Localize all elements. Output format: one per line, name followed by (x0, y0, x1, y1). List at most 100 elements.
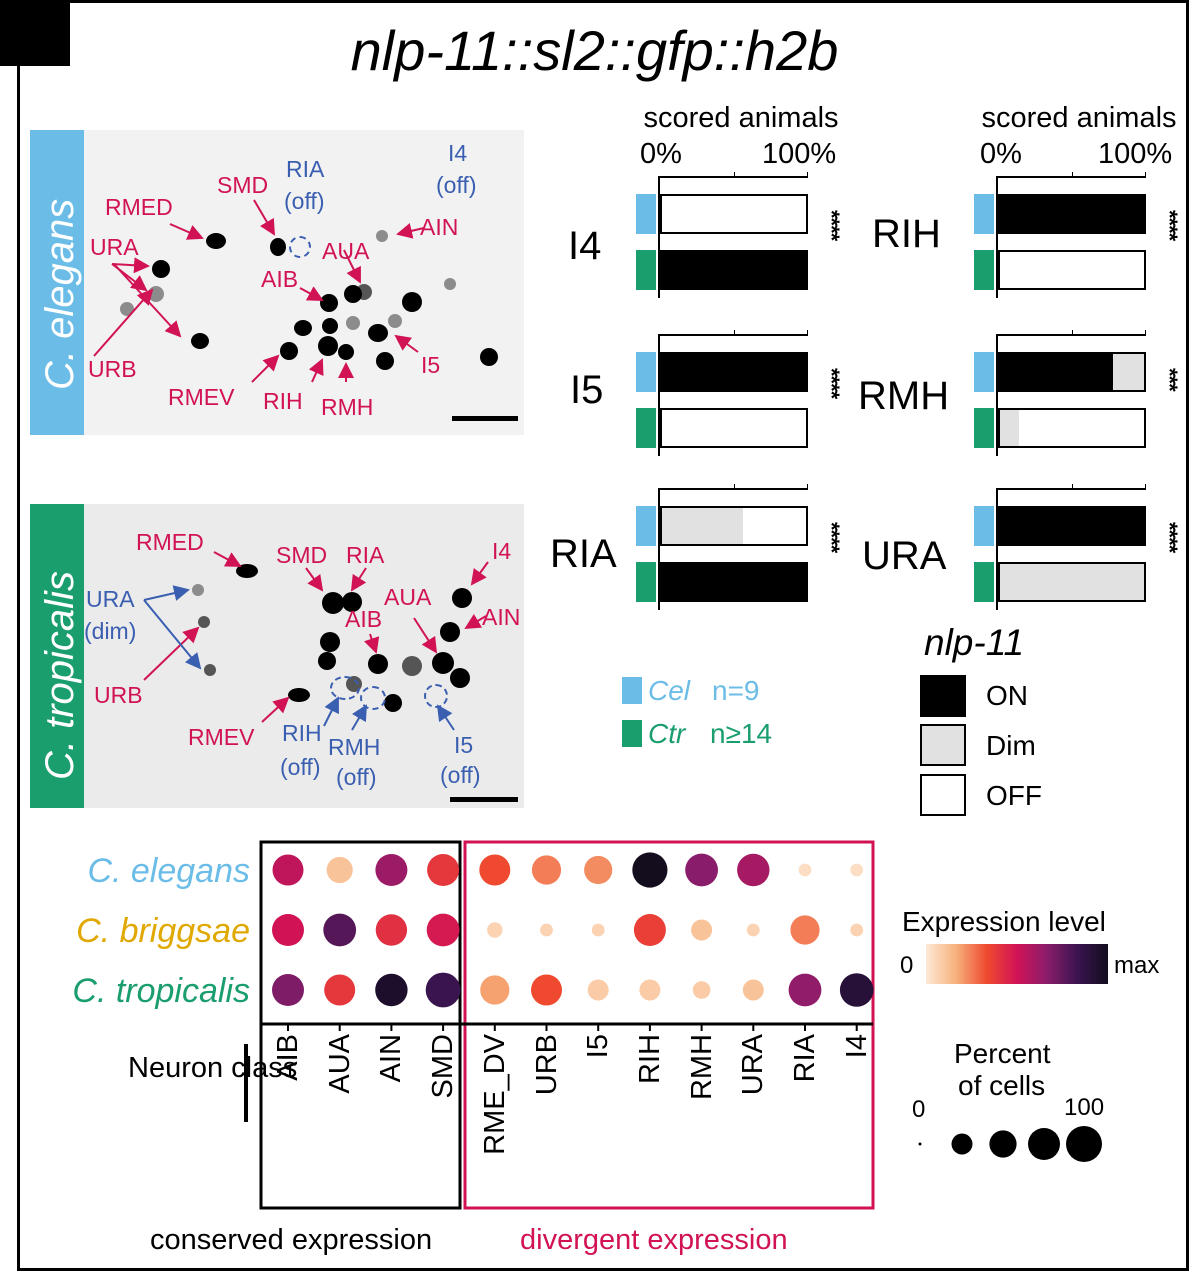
tropicalis-micrograph (84, 504, 524, 808)
rmh-off-ring (360, 686, 386, 710)
tick (1072, 172, 1073, 178)
cel-bar-outline (998, 194, 1146, 234)
dot-rmh-1 (685, 853, 718, 887)
axis-left (658, 334, 660, 456)
group-label-divergent: divergent expression (520, 1224, 788, 1256)
nucleus (236, 564, 258, 578)
cel-bar-outline (998, 352, 1146, 392)
ctr-marker (636, 408, 656, 448)
dot-i5-2 (591, 923, 605, 937)
neuron-label-ain: AIN (375, 1034, 408, 1083)
figure-border (17, 0, 1189, 1271)
dot-i4-2 (850, 923, 864, 937)
dot-plot (259, 840, 875, 1210)
on-swatch (920, 675, 966, 717)
size-legend-dot-50 (989, 1130, 1017, 1158)
nucleus (480, 348, 498, 366)
size-legend-max: 100 (1064, 1094, 1105, 1121)
tick-100-left: 100% (762, 138, 837, 170)
cel-marker (974, 352, 994, 392)
elegans-species-bar: C. elegans (30, 130, 84, 435)
size-legend-dot-75 (1028, 1128, 1060, 1160)
color-legend-min: 0 (900, 952, 914, 979)
label-ura: URA (90, 234, 139, 260)
nucleus (376, 230, 388, 242)
cel-bar-outline (660, 352, 808, 392)
nucleus (402, 292, 422, 312)
label-i4: I4 (448, 140, 468, 166)
tick (1145, 484, 1146, 490)
neuron-label-rmh: RMH (685, 1034, 718, 1101)
size-legend-title-2: of cells (958, 1070, 1046, 1101)
dot-urb-3 (531, 974, 562, 1006)
ctr-legend-name: Ctr (648, 718, 686, 749)
size-legend-min: 0 (912, 1096, 926, 1123)
group-label-conserved: conserved expression (150, 1224, 433, 1256)
nucleus (384, 694, 402, 712)
tick (1145, 330, 1146, 336)
nucleus (368, 654, 388, 674)
neuron-label-aua: AUA (323, 1034, 356, 1094)
dot-ria-3 (788, 973, 822, 1007)
nucleus (368, 324, 388, 342)
tick (807, 484, 808, 490)
tropicalis-species-bar: C. tropicalis (30, 504, 84, 808)
nucleus (318, 336, 338, 356)
y-axis-title-bar (244, 1044, 248, 1122)
dotplot-species-elegans: C. elegans (87, 852, 250, 890)
label-aib: AIB (345, 606, 383, 632)
ctr-bar-dim (998, 562, 1146, 602)
nucleus (346, 316, 360, 330)
axis-left (658, 176, 660, 298)
on-label: ON (986, 680, 1028, 711)
label-rmev: RMEV (188, 724, 255, 750)
tick-100-right: 100% (1098, 138, 1173, 170)
dot-rih-2 (633, 914, 666, 946)
cel-bar-dim (660, 506, 743, 546)
y-axis-title-line: Neuron class (128, 1052, 297, 1084)
nucleus (440, 622, 460, 642)
tropicalis-species-label: C. tropicalis (38, 571, 82, 780)
cel-bar-outline (998, 506, 1146, 546)
label-i5: I5 (421, 352, 441, 378)
label-i4: I4 (492, 538, 512, 564)
nucleus (342, 592, 362, 612)
cel-bar-outline (660, 194, 808, 234)
elegans-label-arrows (93, 199, 425, 383)
cel-marker (636, 352, 656, 392)
dot-rmh-3 (692, 981, 711, 999)
neuron-label-aib: AIB (272, 1034, 304, 1081)
nucleus (320, 632, 340, 652)
cel-bar-on (998, 352, 1114, 392)
nucleus (152, 260, 170, 278)
ctr-legend-n: n≥14 (710, 718, 773, 749)
gene-label-ura: URA (862, 534, 947, 578)
ctr-swatch (622, 720, 642, 747)
elegans-species-label: C. elegans (38, 198, 82, 390)
label-ria-state: (off) (284, 188, 325, 214)
dot-rih-3 (639, 979, 661, 1001)
dot-ura-1 (737, 853, 770, 887)
cel-marker (636, 194, 656, 234)
dot-ria-1 (798, 863, 812, 877)
i5-off-ring (424, 684, 448, 708)
cel-marker (636, 506, 656, 546)
elegans-micrograph (84, 130, 524, 435)
significance-stars: **** (819, 522, 844, 553)
size-legend (918, 1126, 1102, 1162)
label-ain: AIN (420, 214, 459, 240)
dot-aua-1 (326, 856, 353, 884)
significance-stars: *** (1157, 368, 1182, 391)
size-legend-dot-25 (951, 1133, 973, 1155)
scoring-header-left: scored animals (643, 102, 839, 134)
significance-stars: **** (1157, 522, 1182, 553)
axis-left (996, 334, 998, 456)
nucleus (376, 352, 394, 370)
significance-stars: **** (1157, 210, 1182, 241)
color-legend-gradient (926, 944, 1108, 984)
dot-rmh-2 (691, 919, 713, 941)
cel-bar-dim (1113, 352, 1146, 392)
label-aua: AUA (384, 584, 432, 610)
axis-left (996, 488, 998, 610)
dot-aib-1 (272, 854, 304, 886)
